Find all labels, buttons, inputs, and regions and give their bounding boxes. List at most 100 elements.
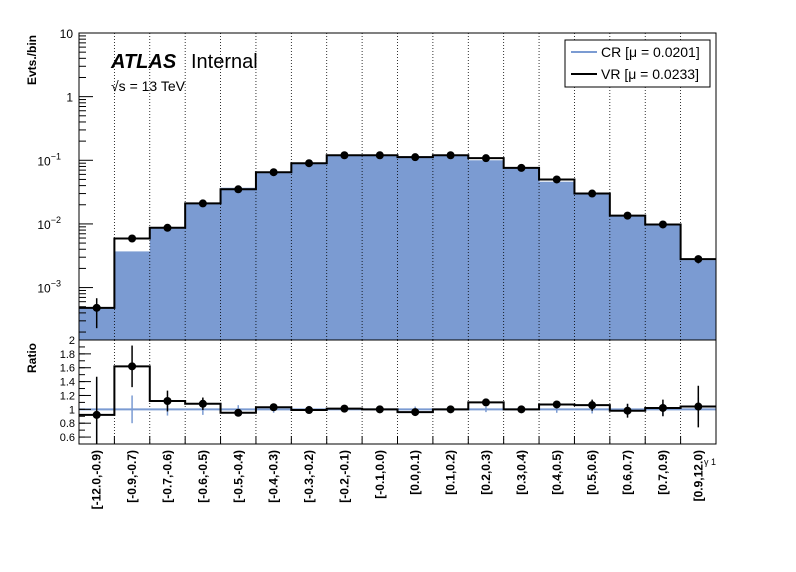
- legend: CR [μ = 0.0201] VR [μ = 0.0233]: [564, 39, 711, 88]
- x-category-label: [0.3,0.4): [514, 450, 528, 495]
- cr-bar: [291, 162, 328, 340]
- x-category-label: [0.2,0.3): [479, 450, 493, 495]
- top-y-tick-label: 1: [66, 91, 73, 105]
- x-category-label: [-12.0,-0.9): [90, 450, 104, 509]
- x-category-label: [0.6,0.7): [621, 450, 635, 495]
- vr-point: [517, 163, 526, 172]
- ratio-y-tick-label: 1.8: [60, 349, 75, 361]
- vr-point: [269, 168, 278, 177]
- vr-point: [446, 151, 455, 160]
- x-category-label: [0.5,0.6): [585, 450, 599, 495]
- ratio-point: [552, 400, 561, 409]
- top-y-tick-label: 10: [60, 27, 74, 41]
- ratio-point: [375, 405, 384, 414]
- vr-point: [234, 185, 243, 194]
- ratio-step-path: [79, 365, 716, 416]
- cr-bar: [185, 203, 222, 340]
- ratio-y-label: Ratio: [25, 343, 39, 373]
- vr-point: [694, 255, 703, 264]
- ratio-y-tick-label: 0.8: [60, 418, 75, 430]
- x-category-label: [0.4,0.5): [550, 450, 564, 495]
- cr-bar: [609, 215, 646, 340]
- cr-bar: [362, 154, 398, 340]
- legend-cr-label: CR [μ = 0.0201]: [601, 44, 700, 60]
- vr-point: [658, 220, 667, 229]
- vr-step-line: [79, 154, 716, 309]
- vr-point: [92, 303, 101, 312]
- ratio-point: [481, 398, 490, 407]
- x-category-label: [0.7,0.9): [656, 450, 670, 495]
- cr-bar: [574, 194, 611, 340]
- legend-vr-label: VR [μ = 0.0233]: [601, 66, 699, 82]
- vr-point: [411, 153, 420, 162]
- x-category-label: [-0.9,-0.7): [125, 450, 139, 503]
- ratio-panel: [79, 345, 716, 444]
- ratio-point: [163, 397, 172, 406]
- ratio-y-tick-label: 0.6: [60, 432, 75, 444]
- top-y-tick-label: 10−1: [37, 151, 61, 168]
- ratio-point: [92, 410, 101, 419]
- cr-bar: [255, 173, 292, 340]
- x-category-label: [-0.5,-0.4): [231, 450, 245, 503]
- vr-point: [623, 211, 632, 220]
- x-category-label: [0.1,0.2): [444, 450, 458, 495]
- vr-point: [552, 175, 561, 184]
- ratio-point: [128, 362, 137, 371]
- top-y-tick-label: 10−3: [37, 279, 61, 296]
- ratio-point: [411, 408, 420, 417]
- vr-point: [340, 151, 349, 160]
- cr-bar: [149, 228, 186, 340]
- energy-label: √s = 13 TeV: [111, 78, 186, 94]
- x-axis-suffix: γ 1: [704, 457, 716, 467]
- ratio-y-tick-label: 1: [69, 404, 75, 416]
- vertical-grid: [113, 33, 682, 444]
- vr-point: [588, 189, 597, 198]
- ratio-point: [340, 404, 349, 413]
- cr-bar: [326, 155, 363, 340]
- ratio-point: [623, 406, 632, 415]
- ratio-point: [694, 402, 703, 411]
- ratio-point: [446, 405, 455, 414]
- x-category-label: [-0.7,-0.6): [160, 450, 174, 503]
- vr-point: [128, 234, 137, 243]
- ratio-point: [198, 399, 207, 408]
- ratio-point: [269, 403, 278, 412]
- vr-point: [375, 151, 384, 160]
- ratio-point: [234, 408, 243, 417]
- vr-point: [198, 199, 207, 208]
- ratio-y-tick-label: 1.6: [60, 363, 75, 375]
- ratio-y-tick-label: 1.4: [60, 377, 75, 389]
- cr-bar: [114, 251, 151, 340]
- vr-point: [481, 154, 490, 163]
- cr-bar: [468, 160, 505, 340]
- x-category-label: [0.0,0.1): [408, 450, 422, 495]
- axes: 10−3 10−2 10−1 1 10 0.6 0.8 1 1.21.4 1.6 1.8 2 [-12.…: [37, 27, 717, 509]
- x-category-label: [0.9,12.0): [691, 450, 705, 501]
- x-category-label: [-0.6,-0.5): [196, 450, 210, 503]
- vr-points: [92, 151, 703, 329]
- cr-histogram-bars: [79, 154, 717, 340]
- cr-bar: [503, 168, 540, 340]
- vr-point: [163, 223, 172, 232]
- x-category-label: [-0.2,-0.1): [337, 450, 351, 503]
- cr-bar: [397, 156, 434, 340]
- x-category-label: [-0.1,0.0): [373, 450, 387, 499]
- ratio-point: [305, 406, 314, 415]
- cr-bar: [539, 181, 575, 340]
- top-y-label: Evts./bin: [25, 35, 39, 85]
- cr-bar: [432, 155, 469, 340]
- ratio-y-tick-label: 1.2: [60, 390, 75, 402]
- cr-bar: [220, 187, 257, 340]
- ratio-y-tick-label: 2: [69, 335, 75, 347]
- ratio-point: [588, 401, 597, 410]
- internal-label: Internal: [191, 51, 258, 73]
- top-y-tick-label: 10−2: [37, 215, 61, 232]
- x-category-label: [-0.3,-0.2): [302, 450, 316, 503]
- vr-step-path: [79, 154, 716, 309]
- cr-bar: [645, 223, 682, 340]
- legend-box: [564, 39, 711, 88]
- atlas-label: ATLAS: [110, 51, 177, 73]
- x-category-label: [-0.4,-0.3): [267, 450, 281, 503]
- cr-bar: [680, 260, 717, 340]
